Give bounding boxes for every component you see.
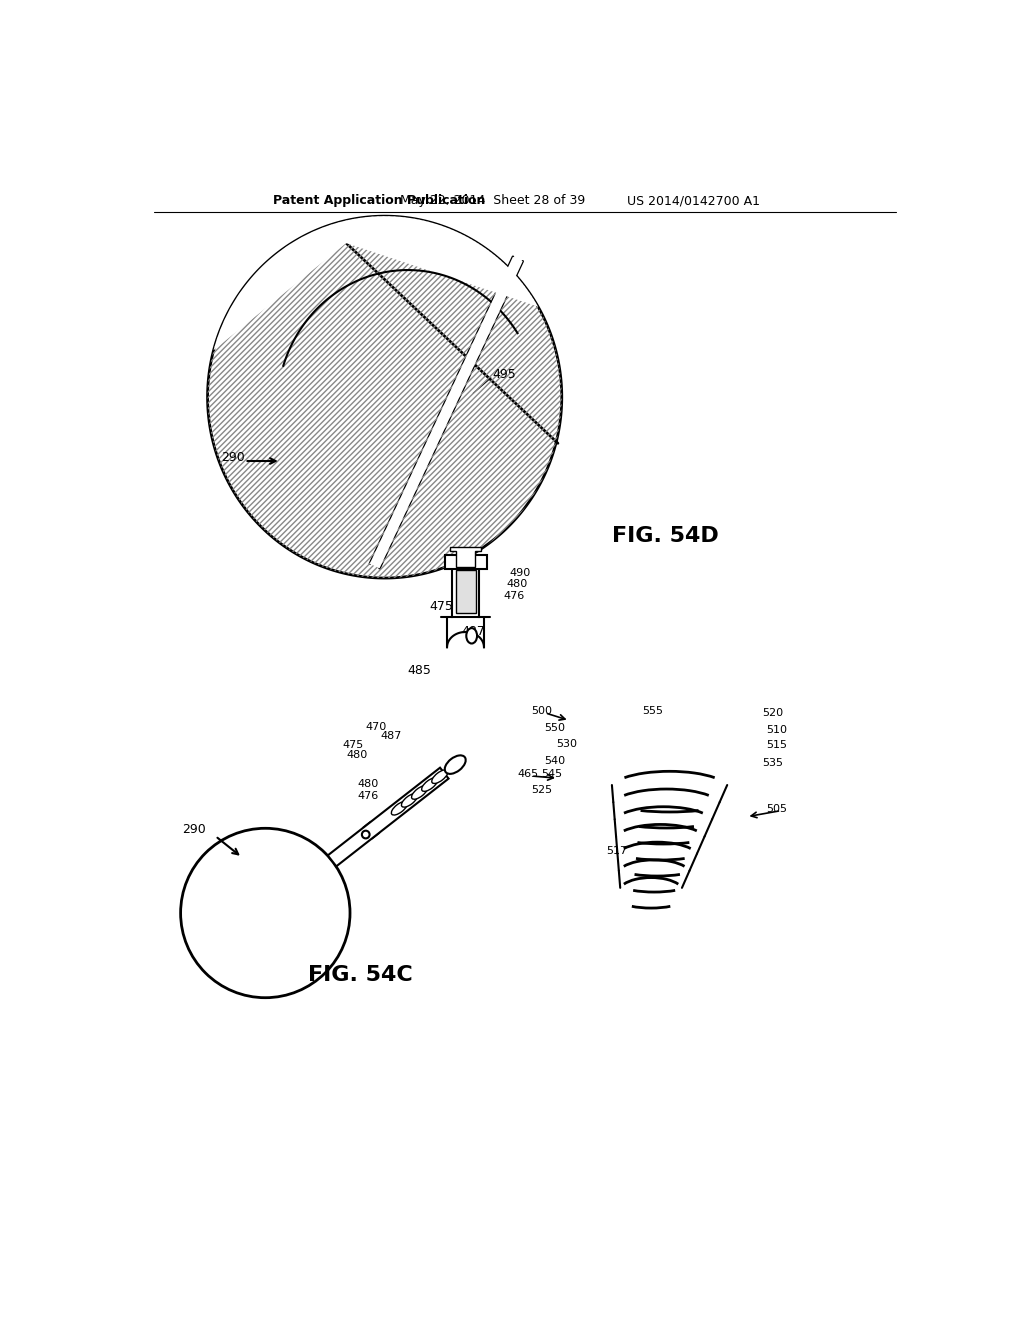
Text: 475: 475: [342, 741, 364, 750]
Text: 485: 485: [408, 664, 432, 677]
Text: 550: 550: [544, 723, 565, 733]
Text: 517: 517: [606, 846, 628, 857]
Text: FIG. 54D: FIG. 54D: [611, 525, 719, 545]
Text: 490: 490: [509, 568, 530, 578]
Bar: [444, 554, 487, 569]
Circle shape: [361, 830, 370, 838]
Circle shape: [180, 829, 350, 998]
Polygon shape: [451, 548, 481, 566]
Text: 475: 475: [429, 601, 454, 612]
Polygon shape: [370, 256, 522, 569]
Text: 470: 470: [366, 722, 387, 731]
Ellipse shape: [401, 793, 418, 807]
Ellipse shape: [391, 801, 408, 814]
Text: 525: 525: [531, 785, 552, 795]
Text: 465: 465: [518, 770, 539, 779]
Ellipse shape: [466, 628, 477, 644]
Text: 535: 535: [762, 758, 783, 768]
Text: 480: 480: [346, 750, 368, 760]
Text: Patent Application Publication: Patent Application Publication: [273, 194, 485, 207]
Text: 495: 495: [493, 367, 516, 380]
Text: 540: 540: [544, 755, 565, 766]
Polygon shape: [214, 216, 538, 350]
Text: FIG. 54C: FIG. 54C: [307, 965, 413, 985]
Text: 520: 520: [762, 708, 783, 718]
Ellipse shape: [422, 777, 438, 792]
Text: 545: 545: [541, 770, 562, 779]
Text: 500: 500: [531, 706, 552, 717]
Text: 290: 290: [221, 450, 245, 463]
Text: 530: 530: [556, 739, 578, 748]
Text: 555: 555: [643, 706, 664, 717]
Polygon shape: [208, 216, 562, 578]
Text: May 22, 2014  Sheet 28 of 39: May 22, 2014 Sheet 28 of 39: [400, 194, 586, 207]
Text: 476: 476: [357, 791, 379, 801]
Ellipse shape: [432, 770, 447, 784]
Text: 487: 487: [381, 731, 402, 741]
Text: 480: 480: [506, 579, 527, 589]
Text: 476: 476: [503, 591, 524, 601]
Ellipse shape: [412, 785, 428, 799]
Polygon shape: [328, 768, 449, 866]
Bar: [457, 570, 475, 612]
Text: 510: 510: [766, 725, 786, 735]
Bar: [453, 566, 479, 616]
Text: 480: 480: [357, 779, 379, 788]
Text: 487: 487: [462, 626, 485, 639]
Text: 505: 505: [766, 804, 786, 814]
Text: US 2014/0142700 A1: US 2014/0142700 A1: [628, 194, 760, 207]
Text: 515: 515: [766, 741, 786, 750]
Ellipse shape: [444, 755, 466, 774]
Text: 290: 290: [182, 824, 206, 837]
